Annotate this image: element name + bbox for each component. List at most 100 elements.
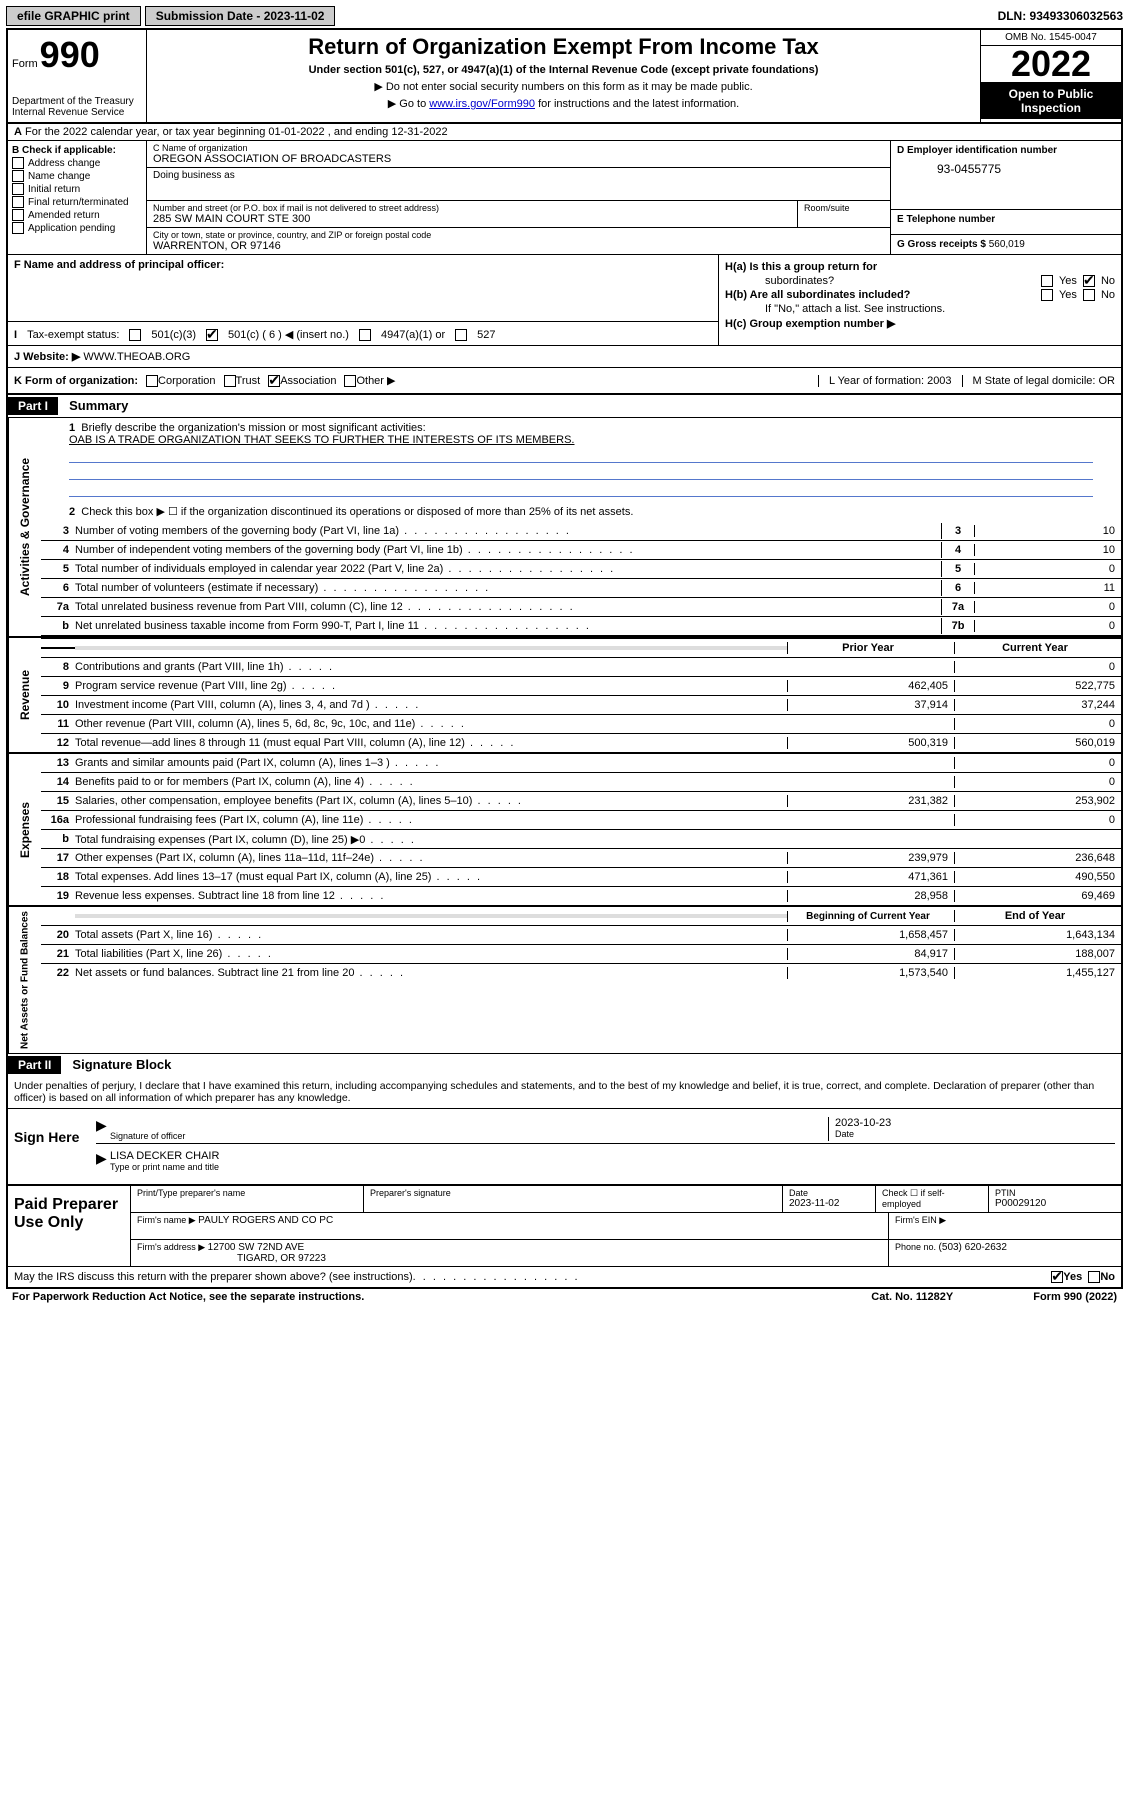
dba-block: Doing business as <box>147 168 890 201</box>
expense-line: 15Salaries, other compensation, employee… <box>41 792 1121 811</box>
cb-pending[interactable] <box>12 222 24 234</box>
line2-text: Check this box ▶ ☐ if the organization d… <box>81 506 633 518</box>
irs-link[interactable]: www.irs.gov/Form990 <box>429 98 535 110</box>
cb-final[interactable] <box>12 196 24 208</box>
cb-pending-label: Application pending <box>28 223 115 234</box>
cb-other[interactable] <box>344 375 356 387</box>
expense-line: 18Total expenses. Add lines 13–17 (must … <box>41 868 1121 887</box>
b-label: B Check if applicable: <box>12 145 142 156</box>
irs-label: Internal Revenue Service <box>12 107 142 118</box>
tax-year: 2022 <box>981 46 1121 83</box>
cb-amended[interactable] <box>12 209 24 221</box>
cb-4947[interactable] <box>359 329 371 341</box>
sig-officer-label: Signature of officer <box>110 1131 828 1141</box>
footer-discuss: May the IRS discuss this return with the… <box>8 1266 1121 1287</box>
vert-expenses: Expenses <box>8 754 41 905</box>
part2-title: Signature Block <box>72 1057 171 1072</box>
firm-name-label: Firm's name ▶ <box>137 1215 198 1225</box>
opt-trust: Trust <box>236 375 261 387</box>
opt-assoc: Association <box>280 375 336 387</box>
cb-hb-yes[interactable] <box>1041 289 1053 301</box>
prior-year-header: Prior Year <box>787 642 954 654</box>
net-line: 21Total liabilities (Part X, line 26)84,… <box>41 945 1121 964</box>
summary-line: 7aTotal unrelated business revenue from … <box>41 598 1121 617</box>
header-right: OMB No. 1545-0047 2022 Open to Public In… <box>980 30 1121 122</box>
expense-line: 13Grants and similar amounts paid (Part … <box>41 754 1121 773</box>
phone-label: Phone no. <box>895 1242 939 1252</box>
instr2-pre: ▶ Go to <box>388 98 429 110</box>
revenue-line: 10Investment income (Part VIII, column (… <box>41 696 1121 715</box>
cb-discuss-no[interactable] <box>1088 1271 1100 1283</box>
sig-date: 2023-10-23 <box>835 1117 1115 1129</box>
cb-501c[interactable] <box>206 329 218 341</box>
prep-name-label: Print/Type preparer's name <box>131 1186 364 1212</box>
cb-name-label: Name change <box>28 171 90 182</box>
part1-header: Part I Summary <box>8 395 1121 418</box>
instr2-post: for instructions and the latest informat… <box>535 98 739 110</box>
expense-line: 17Other expenses (Part IX, column (A), l… <box>41 849 1121 868</box>
dba-label: Doing business as <box>153 170 884 181</box>
part1-tag: Part I <box>8 397 58 415</box>
end-year-header: End of Year <box>954 910 1121 922</box>
org-name: OREGON ASSOCIATION OF BROADCASTERS <box>153 153 884 165</box>
opt-corp: Corporation <box>158 375 215 387</box>
name-title-label: Type or print name and title <box>110 1162 1115 1172</box>
m-state: M State of legal domicile: OR <box>962 375 1115 387</box>
ein-value: 93-0455775 <box>937 162 1115 176</box>
website-value: WWW.THEOAB.ORG <box>83 351 190 363</box>
self-employed-label: Check ☐ if self-employed <box>876 1186 989 1212</box>
summary-line: 6Total number of volunteers (estimate if… <box>41 579 1121 598</box>
sig-arrow-icon: ▶ <box>96 1117 110 1141</box>
dln: DLN: 93493306032563 <box>998 9 1123 23</box>
cb-hb-no[interactable] <box>1083 289 1095 301</box>
ha2-label: subordinates? <box>765 275 834 287</box>
firm-addr2: TIGARD, OR 97223 <box>237 1253 326 1264</box>
cb-corp[interactable] <box>146 375 158 387</box>
form-word: Form <box>12 58 38 70</box>
opt-501c: 501(c) ( 6 ) ◀ (insert no.) <box>228 328 349 341</box>
row-a-text: For the 2022 calendar year, or tax year … <box>25 126 448 138</box>
dots <box>413 1271 580 1283</box>
form-title: Return of Organization Exempt From Incom… <box>151 34 976 60</box>
ein-label: D Employer identification number <box>897 145 1115 156</box>
opt-4947: 4947(a)(1) or <box>381 329 445 341</box>
efile-button[interactable]: efile GRAPHIC print <box>6 6 141 26</box>
header-left: Form 990 Department of the Treasury Inte… <box>8 30 147 122</box>
cb-527[interactable] <box>455 329 467 341</box>
cb-ha-no[interactable] <box>1083 275 1095 287</box>
cb-initial[interactable] <box>12 183 24 195</box>
cb-ha-yes[interactable] <box>1041 275 1053 287</box>
discuss-text: May the IRS discuss this return with the… <box>14 1271 413 1283</box>
form-subtitle: Under section 501(c), 527, or 4947(a)(1)… <box>151 64 976 76</box>
summary-line: 4Number of independent voting members of… <box>41 541 1121 560</box>
cb-discuss-yes[interactable] <box>1051 1271 1063 1283</box>
summary-line: 5Total number of individuals employed in… <box>41 560 1121 579</box>
cb-501c3[interactable] <box>129 329 141 341</box>
sig-date-label: Date <box>835 1129 1115 1139</box>
expense-line: 16aProfessional fundraising fees (Part I… <box>41 811 1121 830</box>
revenue-section: Revenue Prior Year Current Year 8Contrib… <box>8 638 1121 754</box>
cb-trust[interactable] <box>224 375 236 387</box>
part2-tag: Part II <box>8 1056 61 1074</box>
firm-name: PAULY ROGERS AND CO PC <box>198 1215 333 1226</box>
current-year-header: Current Year <box>954 642 1121 654</box>
instruction-2: ▶ Go to www.irs.gov/Form990 for instruct… <box>151 97 976 110</box>
cb-name[interactable] <box>12 170 24 182</box>
opt-other: Other ▶ <box>356 374 395 387</box>
sig-arrow-icon-2: ▶ <box>96 1150 110 1172</box>
cb-initial-label: Initial return <box>28 184 80 195</box>
cb-assoc[interactable] <box>268 375 280 387</box>
city-label: City or town, state or province, country… <box>153 230 884 240</box>
paperwork-text: For Paperwork Reduction Act Notice, see … <box>12 1291 364 1303</box>
paid-label: Paid Preparer Use Only <box>8 1186 131 1266</box>
cb-address[interactable] <box>12 157 24 169</box>
city-value: WARRENTON, OR 97146 <box>153 240 884 252</box>
row-j: J Website: ▶ WWW.THEOAB.ORG <box>8 346 1121 368</box>
vert-revenue: Revenue <box>8 638 41 752</box>
ptin-label: PTIN <box>995 1188 1115 1198</box>
submission-date: Submission Date - 2023-11-02 <box>145 6 336 26</box>
row-klm: K Form of organization: Corporation Trus… <box>8 368 1121 395</box>
f-label: F Name and address of principal officer: <box>14 259 224 271</box>
expense-line: bTotal fundraising expenses (Part IX, co… <box>41 830 1121 849</box>
cb-address-label: Address change <box>28 158 100 169</box>
